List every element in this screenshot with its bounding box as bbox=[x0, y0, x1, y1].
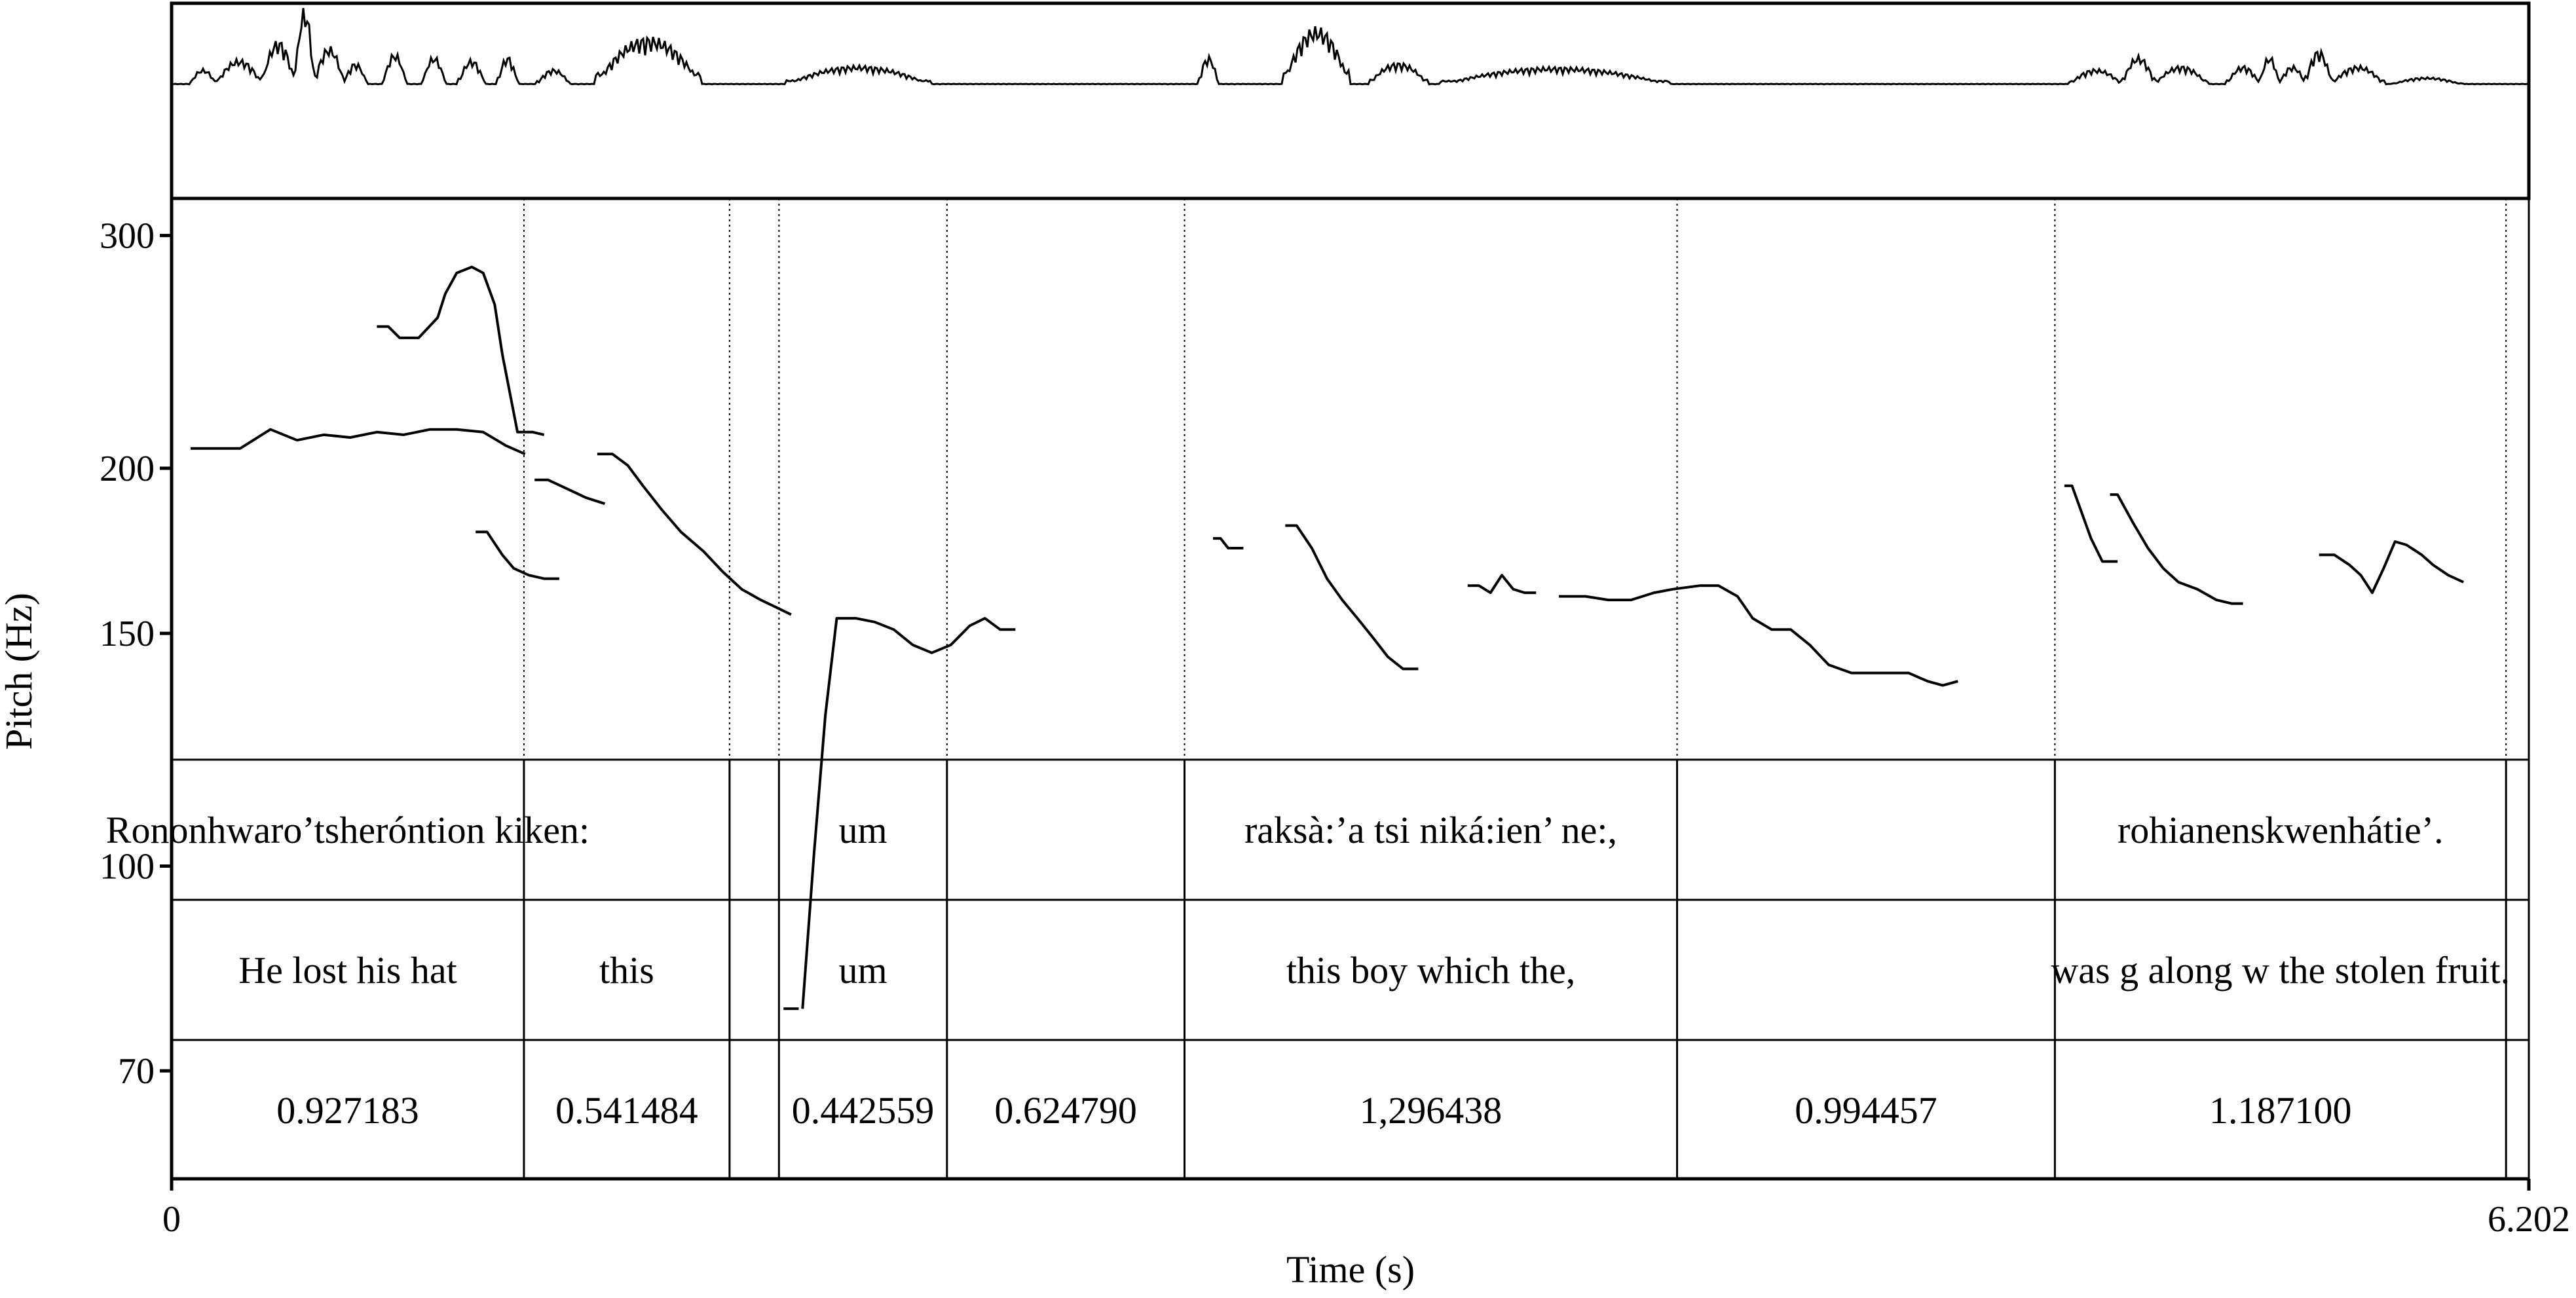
tier-cell-text: 0.624790 bbox=[994, 1089, 1137, 1132]
tier-cells: Rononhwaro’tsheróntion kiken: um raksà:’a … bbox=[106, 809, 2510, 1132]
pitch-panel: 300 200 150 100 70 Rononhwaro’tsheróntion ki… bbox=[100, 198, 2530, 1181]
pitch-contour bbox=[1559, 584, 1958, 687]
interval-boundaries bbox=[523, 198, 2507, 1179]
y-axis-ticks: 300 200 150 100 70 bbox=[100, 216, 172, 1092]
pitch-contour bbox=[534, 478, 606, 506]
x-tick-label-start: 0 bbox=[162, 1199, 181, 1240]
pitch-contours bbox=[191, 265, 2465, 1011]
y-tick-label: 300 bbox=[100, 216, 155, 257]
pitch-contour bbox=[1213, 537, 1244, 549]
pitch-contour bbox=[1467, 574, 1537, 595]
tier-cell-text: 0.442559 bbox=[792, 1089, 935, 1132]
tier-cell-text: um bbox=[838, 809, 887, 851]
tier-cell-text: um bbox=[838, 949, 887, 992]
y-tick-label: 100 bbox=[100, 847, 155, 887]
tier-cell-text: this boy which the, bbox=[1286, 949, 1575, 992]
tier-cell-text: raksà:’a tsi niká:ien’ ne:, bbox=[1244, 809, 1617, 851]
pitch-contour bbox=[191, 428, 526, 456]
pitch-contour bbox=[2110, 493, 2243, 605]
waveform-frame bbox=[170, 1, 2531, 200]
tier-cell-text: Rononhwaro’tsheróntion kiken: bbox=[106, 809, 589, 851]
pitch-contour bbox=[1285, 524, 1419, 671]
tier-cell-text: He lost his hat bbox=[238, 949, 457, 992]
tier-cell-text: 0.994457 bbox=[1795, 1089, 1937, 1132]
tier-cell-text: 0.927183 bbox=[276, 1089, 419, 1132]
tier-cell-text: this bbox=[599, 949, 654, 992]
pitch-contour bbox=[377, 265, 545, 436]
waveform-panel bbox=[170, 1, 2531, 200]
y-tick-label: 200 bbox=[100, 449, 155, 489]
y-tick-label: 150 bbox=[100, 614, 155, 654]
y-axis-label: Pitch (Hz) bbox=[0, 593, 40, 750]
pitch-contour bbox=[801, 617, 1016, 1009]
tier-cell-text: was g along w the stolen fruit. bbox=[2051, 949, 2510, 992]
tier-cell-text: 1.187100 bbox=[2209, 1089, 2352, 1132]
x-tick-label-end: 6.202 bbox=[2488, 1199, 2570, 1240]
y-tick-label: 70 bbox=[118, 1051, 155, 1092]
tier-cell-text: rohianenskwenhátie’. bbox=[2118, 809, 2444, 851]
tier-cell-text: 1,296438 bbox=[1360, 1089, 1503, 1132]
pitch-contour bbox=[2319, 540, 2465, 595]
waveform-trace bbox=[170, 8, 2528, 86]
pitch-contour bbox=[597, 453, 792, 616]
pitch-contour bbox=[476, 530, 559, 580]
tier-cell-text: 0.541484 bbox=[555, 1089, 698, 1132]
pitch-contour bbox=[2064, 484, 2118, 563]
x-axis-label: Time (s) bbox=[1286, 1248, 1415, 1291]
